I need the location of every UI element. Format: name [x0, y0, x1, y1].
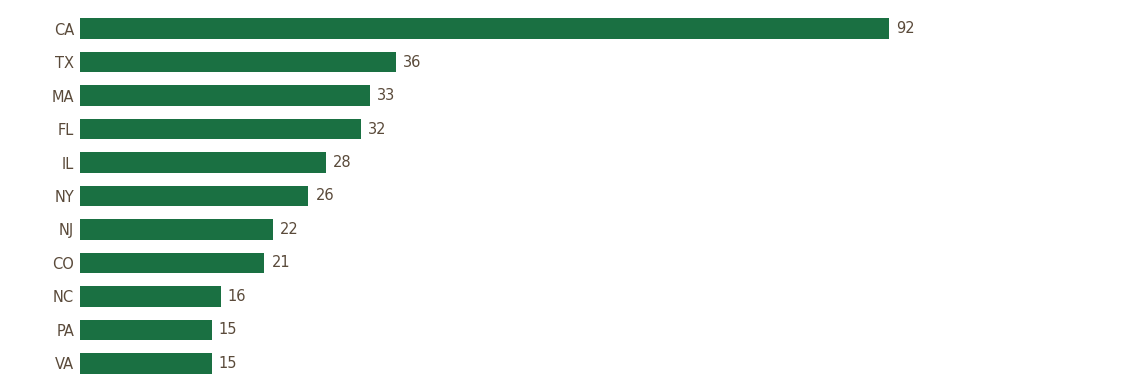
- Text: 33: 33: [377, 88, 396, 103]
- Bar: [80, 52, 397, 73]
- Bar: [80, 186, 309, 206]
- Text: 16: 16: [228, 289, 246, 304]
- Text: 22: 22: [280, 222, 299, 237]
- Bar: [80, 252, 264, 273]
- Text: 26: 26: [316, 189, 334, 203]
- Bar: [80, 319, 212, 340]
- Bar: [80, 119, 361, 140]
- Text: 36: 36: [404, 54, 422, 69]
- Text: 21: 21: [271, 256, 291, 270]
- Text: 32: 32: [368, 122, 386, 136]
- Bar: [80, 353, 212, 374]
- Bar: [80, 18, 889, 39]
- Text: 15: 15: [219, 323, 237, 338]
- Text: 15: 15: [219, 356, 237, 371]
- Bar: [80, 286, 220, 307]
- Bar: [80, 152, 326, 173]
- Bar: [80, 85, 370, 106]
- Text: 28: 28: [333, 155, 352, 170]
- Bar: [80, 219, 274, 240]
- Text: 92: 92: [896, 21, 914, 36]
